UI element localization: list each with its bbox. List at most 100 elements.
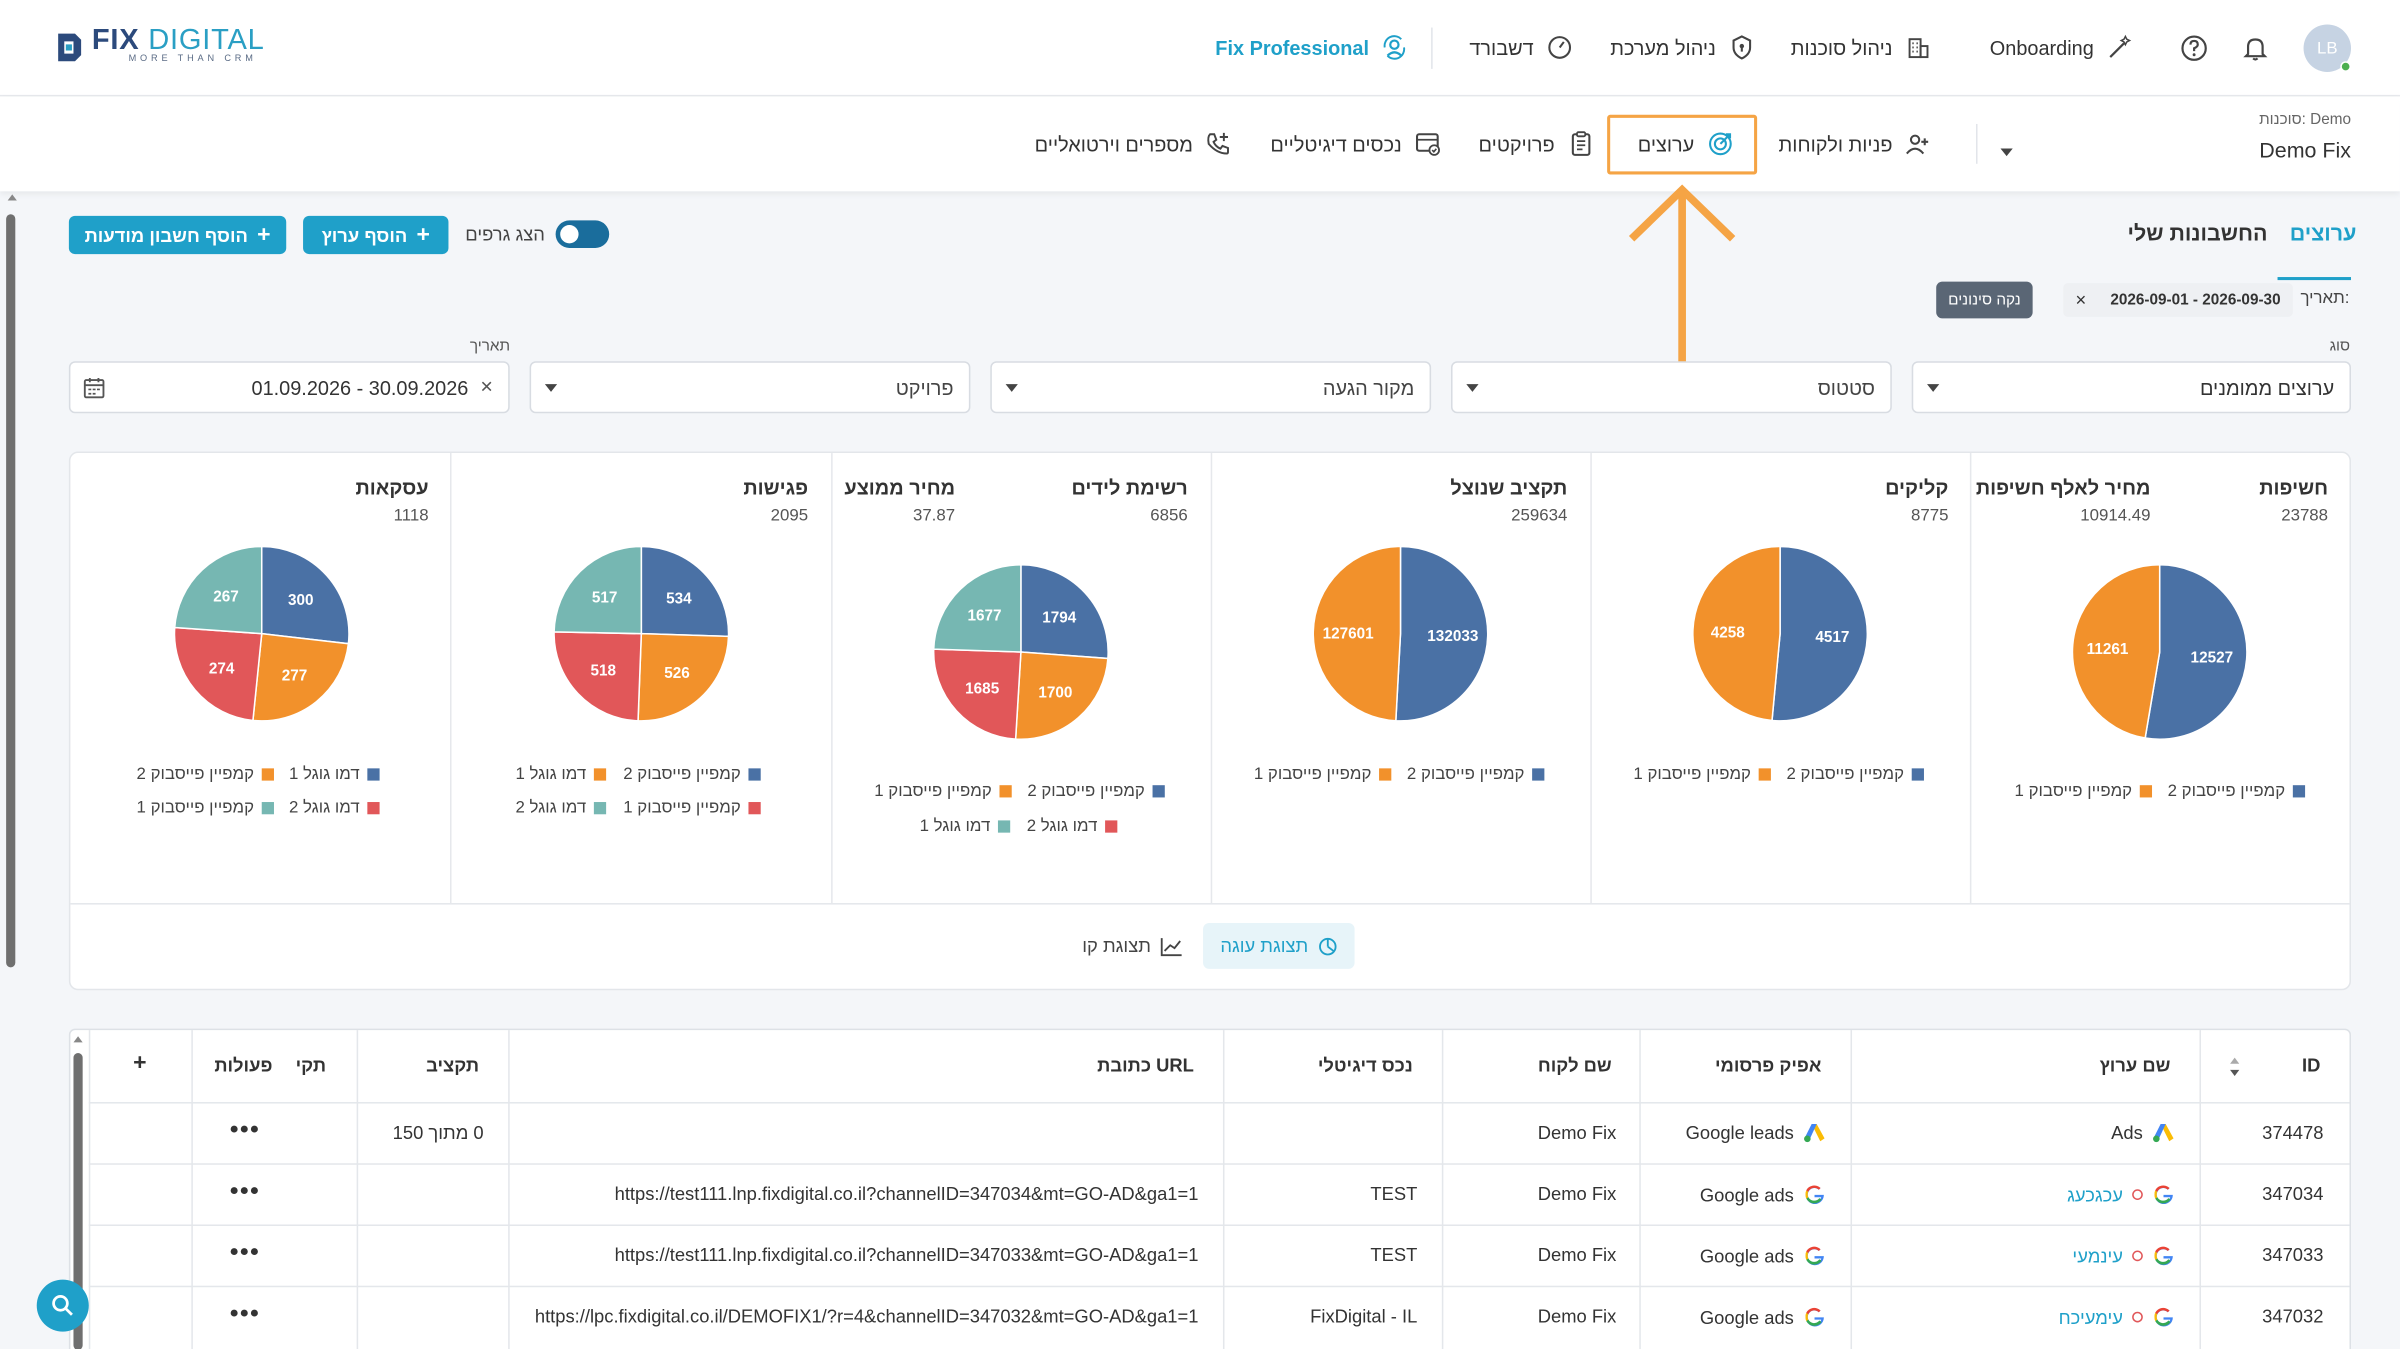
legend-item[interactable]: קמפיין פייסבוק 2 <box>137 765 274 784</box>
project-select[interactable]: פרויקט <box>529 361 971 414</box>
pie-slice[interactable] <box>640 545 730 638</box>
tab-channels[interactable]: ערוצים <box>2289 220 2357 245</box>
nav-onboarding[interactable]: Onboarding <box>1990 31 2134 65</box>
legend-item[interactable]: קמפיין פייסבוק 2 <box>1027 782 1165 801</box>
col-header-budget[interactable]: תקציב <box>426 1054 480 1077</box>
row-actions-menu[interactable]: ••• <box>229 1239 261 1266</box>
row-actions-menu[interactable]: ••• <box>229 1301 261 1328</box>
channel-name-text[interactable]: עינמעי <box>2072 1245 2123 1267</box>
nav-system-management[interactable]: ניהול מערכת <box>1610 31 1755 65</box>
legend-item[interactable]: קמפיין פייסבוק 2 <box>1407 765 1545 784</box>
source-select[interactable]: מקור הגעה <box>990 361 1432 414</box>
nav-dashboard[interactable]: דשבורד <box>1469 31 1573 65</box>
date-filter-chip[interactable]: × 2026-09-01 - 2026-09-30 <box>2063 283 2293 317</box>
close-icon[interactable]: × <box>2075 289 2087 311</box>
nav-agency-management[interactable]: ניהול סוכנות <box>1791 31 1932 65</box>
fix-professional-link[interactable]: Fix Professional <box>1215 31 1409 65</box>
search-fab-button[interactable] <box>36 1279 89 1332</box>
pie-slice[interactable] <box>1395 545 1489 722</box>
legend-item[interactable]: קמפיין פייסבוק 1 <box>1254 765 1392 784</box>
cell-channel-name[interactable]: Ads <box>2111 1122 2175 1143</box>
legend-item[interactable]: קמפיין פייסבוק 1 <box>2015 782 2153 801</box>
pie-slice[interactable] <box>1692 545 1781 722</box>
legend-item[interactable]: קמפיין פייסבוק 2 <box>623 765 761 784</box>
channel-name-text[interactable]: עכגכעג <box>2067 1183 2123 1206</box>
pie-slice[interactable] <box>1312 545 1402 722</box>
sort-icon[interactable] <box>2229 1056 2241 1085</box>
clear-filters-button[interactable]: נקה סינונים <box>1936 281 2033 319</box>
cell-channel-name[interactable]: עכגכעג <box>2067 1183 2175 1206</box>
scroll-up-icon[interactable] <box>7 194 17 201</box>
channel-name-text[interactable]: עימעיכח <box>2058 1306 2123 1328</box>
calendar-icon[interactable] <box>83 377 106 400</box>
subnav-virtual-numbers[interactable]: מספרים וירטואליים <box>1035 129 1233 160</box>
col-header-id[interactable]: ID <box>2302 1054 2321 1077</box>
magic-wand-icon <box>2109 34 2132 58</box>
pie-slice[interactable] <box>2144 564 2248 741</box>
legend-item[interactable]: דמו גוגל 2 <box>516 799 607 817</box>
page-scrollbar[interactable] <box>6 214 16 968</box>
pie-slice[interactable] <box>1014 651 1109 741</box>
cell-channel-name[interactable]: עימעיכח <box>2059 1306 2175 1329</box>
subnav-digital-assets[interactable]: נכסים דיגיטליים <box>1270 129 1441 160</box>
legend-item[interactable]: קמפיין פייסבוק 2 <box>1786 765 1924 784</box>
line-view-button[interactable]: תצוגת קו <box>1071 923 1193 969</box>
status-select[interactable]: סטטוס <box>1451 361 1892 414</box>
col-header-digital-asset[interactable]: נכס דיגיטלי <box>1317 1054 1413 1077</box>
add-ad-account-button[interactable]: + הוסף חשבון מודעות <box>68 215 287 255</box>
add-column-button[interactable]: + <box>133 1049 147 1077</box>
col-header-budget-2[interactable]: תקי <box>295 1054 327 1077</box>
legend-item[interactable]: דמו גוגל 2 <box>289 799 380 817</box>
pie-slice[interactable] <box>932 648 1022 740</box>
pie-slice[interactable] <box>553 545 643 635</box>
legend-item[interactable]: קמפיין פייסבוק 1 <box>874 782 1012 801</box>
agency-dropdown-icon[interactable] <box>2000 148 2013 157</box>
subnav-channels[interactable]: ערוצים <box>1638 129 1734 160</box>
clear-date-icon[interactable]: × <box>480 373 493 398</box>
pie-slice[interactable] <box>932 564 1022 653</box>
show-graphs-toggle[interactable] <box>555 220 610 248</box>
tab-my-accounts[interactable]: החשבונות שלי <box>2127 220 2268 245</box>
legend-item[interactable]: קמפיין פייסבוק 1 <box>623 799 761 817</box>
help-icon[interactable] <box>2180 34 2209 71</box>
pie-slice[interactable] <box>173 545 263 635</box>
row-actions-menu[interactable]: ••• <box>229 1117 261 1144</box>
legend-item[interactable]: דמו גוגל 1 <box>920 817 1011 836</box>
legend-item[interactable]: דמו גוגל 1 <box>289 765 380 784</box>
cell-url[interactable]: https://test111.lnp.fixdigital.co.il?cha… <box>614 1183 1199 1205</box>
pie-slice[interactable] <box>1020 564 1109 660</box>
pie-slice[interactable] <box>553 631 643 722</box>
pie-slice[interactable] <box>1771 545 1869 722</box>
cell-channel-name[interactable]: עינמעי <box>2072 1244 2175 1267</box>
pie-slice[interactable] <box>252 632 350 722</box>
legend-item[interactable]: דמו גוגל 2 <box>1027 817 1118 836</box>
cell-url[interactable]: https://test111.lnp.fixdigital.co.il?cha… <box>614 1244 1199 1266</box>
col-header-client-name[interactable]: שם לקוח <box>1537 1054 1612 1077</box>
pie-slice[interactable] <box>260 545 350 645</box>
agency-selector[interactable]: Demo Fix <box>2259 137 2352 163</box>
type-select[interactable]: ערוצים ממומנים <box>1911 361 2352 414</box>
subnav-leads-clients[interactable]: פניות ולקוחות <box>1779 129 1933 160</box>
bell-icon[interactable] <box>2241 34 2270 71</box>
table-scrollbar[interactable] <box>73 1053 83 1349</box>
pie-slice[interactable] <box>173 626 263 722</box>
subnav-projects[interactable]: פרויקטים <box>1479 129 1595 160</box>
row-actions-menu[interactable]: ••• <box>229 1178 261 1205</box>
legend-item[interactable]: קמפיין פייסבוק 2 <box>2168 782 2306 801</box>
legend-item[interactable]: דמו גוגל 1 <box>516 765 607 784</box>
cell-url[interactable]: https://lpc.fixdigital.co.il/DEMOFIX1/?r… <box>534 1305 1199 1328</box>
card-divider <box>831 453 833 904</box>
legend-item[interactable]: קמפיין פייסבוק 1 <box>1633 765 1771 784</box>
add-channel-button[interactable]: + הוסף ערוץ <box>303 215 449 255</box>
channel-name-text[interactable]: Ads <box>2111 1121 2143 1144</box>
pie-view-button[interactable]: תצוגת עוגה <box>1203 922 1355 969</box>
date-range-input[interactable]: 01.09.2026 - 30.09.2026 × <box>68 361 510 414</box>
col-header-ad-option[interactable]: אפיק פרסומי <box>1714 1054 1822 1077</box>
table-scroll-up-icon[interactable] <box>73 1036 83 1043</box>
legend-item[interactable]: קמפיין פייסבוק 1 <box>137 799 274 817</box>
pie-slice[interactable] <box>2071 564 2161 739</box>
pie-slice[interactable] <box>637 632 730 722</box>
col-header-channel-name[interactable]: שם ערוץ <box>2099 1054 2171 1077</box>
logo[interactable]: FIX DIGITAL MORE THAN CRM <box>55 26 264 64</box>
col-header-url[interactable]: כתובת URL <box>1097 1054 1194 1077</box>
